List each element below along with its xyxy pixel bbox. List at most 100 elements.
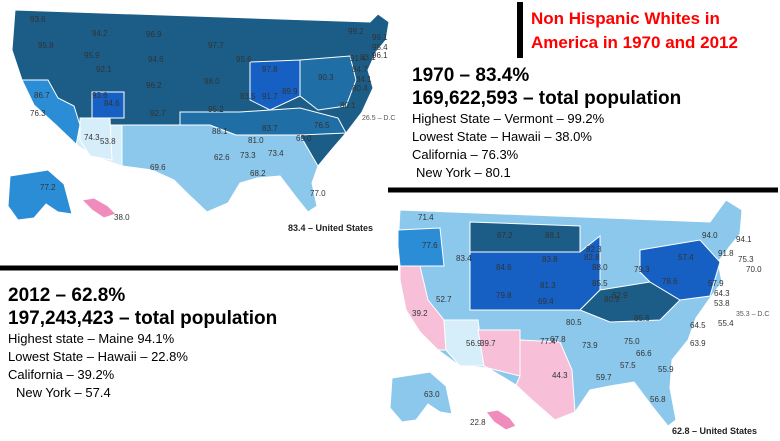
map-2012-region-california <box>399 265 447 351</box>
map-1970-region-central <box>91 91 125 119</box>
panel-2012-lowest: Lowest State – Hawaii – 22.8% <box>8 349 188 364</box>
map-1970-state-label: 99.2 <box>348 27 364 36</box>
map-2012-state-label: 55.9 <box>658 365 674 374</box>
map-2012-state-label: 94.1 <box>736 235 752 244</box>
panel-1970-lowest: Lowest State – Hawaii – 38.0% <box>412 129 592 144</box>
map-2012-state-label: 85.6 <box>634 314 650 323</box>
map-2012-state-label: 78.6 <box>662 277 678 286</box>
map-2012-state-label: 39.7 <box>480 339 496 348</box>
map-1970-state-label: 38.0 <box>114 213 130 222</box>
map-2012-state-label: 71.4 <box>418 213 434 222</box>
map-2012-state-label: 66.6 <box>636 349 652 358</box>
map-1970-state-label: 95.9 <box>84 51 100 60</box>
map-2012-region-northern-plains <box>469 221 581 253</box>
map-1970-state-label: 91.7 <box>262 92 278 101</box>
map-2012-state-label: 55.4 <box>718 319 734 328</box>
map-1970-state-label: 91.4 <box>350 54 366 63</box>
map-1970-caption: 83.4 – United States <box>288 223 373 233</box>
map-1970-state-label: 95.2 <box>208 105 224 114</box>
map-2012-state-label: 44.3 <box>552 371 568 380</box>
map-1970-state-label: 69.0 <box>296 134 312 143</box>
map-1970-state-label: 81.0 <box>248 136 264 145</box>
map-2012-region-new-mexico <box>477 329 521 377</box>
map-2012-state-label: 64.3 <box>714 289 730 298</box>
map-1970-state-label: 68.2 <box>250 169 266 178</box>
map-1970-hawaii <box>80 197 117 219</box>
map-2012-state-label: 57.4 <box>678 253 694 262</box>
map-2012-state-label: 56.8 <box>650 395 666 404</box>
panel-1970-highest: Highest State – Vermont – 99.2% <box>412 111 605 126</box>
map-1970-state-label: 99.1 <box>372 33 388 42</box>
title-box: Non Hispanic Whites in America in 1970 a… <box>517 2 780 58</box>
map-2012-state-label: 62.9 <box>612 291 628 300</box>
map-2012-state-label: 80.9 <box>604 295 620 304</box>
map-1970-state-label: 53.8 <box>100 137 116 146</box>
map-1970-state-label: 90.3 <box>318 73 334 82</box>
map-1970-state-label: 96.9 <box>146 30 162 39</box>
page-title: Non Hispanic Whites in America in 1970 a… <box>531 9 738 52</box>
map-2012-state-label: 77.6 <box>422 241 438 250</box>
map-2012-state-label: 80.5 <box>566 318 582 327</box>
map-2012-caption: 62.8 – United States <box>672 426 757 436</box>
map-1970-state-label: 95.6 <box>236 55 252 64</box>
map-2012-state-label: 53.8 <box>714 299 730 308</box>
map-2012-state-label: 63.9 <box>690 339 706 348</box>
panel-1970-new-york: New York – 80.1 <box>416 165 511 180</box>
panel-2012-new-york: New York – 57.4 <box>16 385 111 400</box>
map-2012-state-label: 94.0 <box>702 231 718 240</box>
map-2012-state-label: 88.0 <box>592 263 608 272</box>
map-2012-region-texas <box>515 339 576 421</box>
map-2012-region-arizona <box>443 319 485 367</box>
map-2012-state-label: 87.2 <box>497 231 513 240</box>
map-1970-state-label: 92.7 <box>150 109 166 118</box>
map-1970-alaska <box>7 169 73 221</box>
map-2012-region-northwest <box>397 227 445 267</box>
map-1970-state-label: 73.3 <box>240 151 256 160</box>
map-1970-state-label: 77.2 <box>40 183 56 192</box>
map-1970-state-label: 62.6 <box>214 153 230 162</box>
panel-1970-headline: 1970 – 83.4% <box>412 65 530 86</box>
map-1970-state-label: 84.7 <box>352 65 368 74</box>
panel-2012-headline: 2012 – 62.8% <box>8 285 126 306</box>
map-2012-state-label: 83.4 <box>456 254 472 263</box>
map-2012-state-label: 67.8 <box>550 335 566 344</box>
map-1970-state-label: 97.7 <box>208 41 224 50</box>
map-2012-dc-label: 35.3 – D.C <box>736 311 769 318</box>
map-2012-state-label: 73.9 <box>582 341 598 350</box>
map-1970-state-label: 76.3 <box>30 109 46 118</box>
map-2012-state-label: 79.8 <box>496 291 512 300</box>
map-2012-alaska <box>389 371 453 423</box>
map-1970-state-label: 84.1 <box>356 75 372 84</box>
map-2012-state-label: 64.5 <box>690 321 706 330</box>
map-1970-state-label: 96.1 <box>372 51 388 60</box>
map-1970 <box>7 9 390 221</box>
map-1970-dc-label: 26.5 – D.C <box>362 115 395 122</box>
map-2012-state-label: 57.9 <box>708 279 724 288</box>
map-2012-state-label: 59.7 <box>596 373 612 382</box>
map-1970-state-label: 86.7 <box>34 91 50 100</box>
map-2012-state-label: 22.8 <box>470 418 486 427</box>
map-1970-state-label: 76.5 <box>314 121 330 130</box>
map-1970-state-label: 95.8 <box>38 41 54 50</box>
map-1970-state-label: 69.6 <box>150 163 166 172</box>
map-1970-state-label: 77.0 <box>310 189 326 198</box>
map-1970-state-label: 96.2 <box>146 81 162 90</box>
map-2012-state-label: 56.9 <box>466 339 482 348</box>
map-1970-state-label: 88.1 <box>212 127 228 136</box>
map-1970-state-label: 80.1 <box>340 101 356 110</box>
map-2012-state-label: 79.3 <box>634 265 650 274</box>
map-1970-state-label: 83.5 <box>240 92 256 101</box>
map-1970-region-great-lakes <box>249 59 301 111</box>
map-1970-state-label: 93.6 <box>30 15 46 24</box>
map-1970-state-labels: 93.6 94.2 96.9 97.7 95.8 95.9 92.1 94.6 95.6 86.7… <box>30 15 388 222</box>
map-2012-state-label: 39.2 <box>412 309 428 318</box>
map-1970-state-label: 98.0 <box>204 77 220 86</box>
map-2012-state-label: 57.5 <box>620 361 636 370</box>
map-2012-hawaii <box>485 409 517 431</box>
map-2012-state-label: 52.7 <box>436 295 452 304</box>
map-1970-state-label: 94.6 <box>148 55 164 64</box>
map-2012-state-label: 82.8 <box>584 253 600 262</box>
map-2012-region-northeast <box>639 239 721 301</box>
map-1970-state-label: 95.4 <box>372 43 388 52</box>
